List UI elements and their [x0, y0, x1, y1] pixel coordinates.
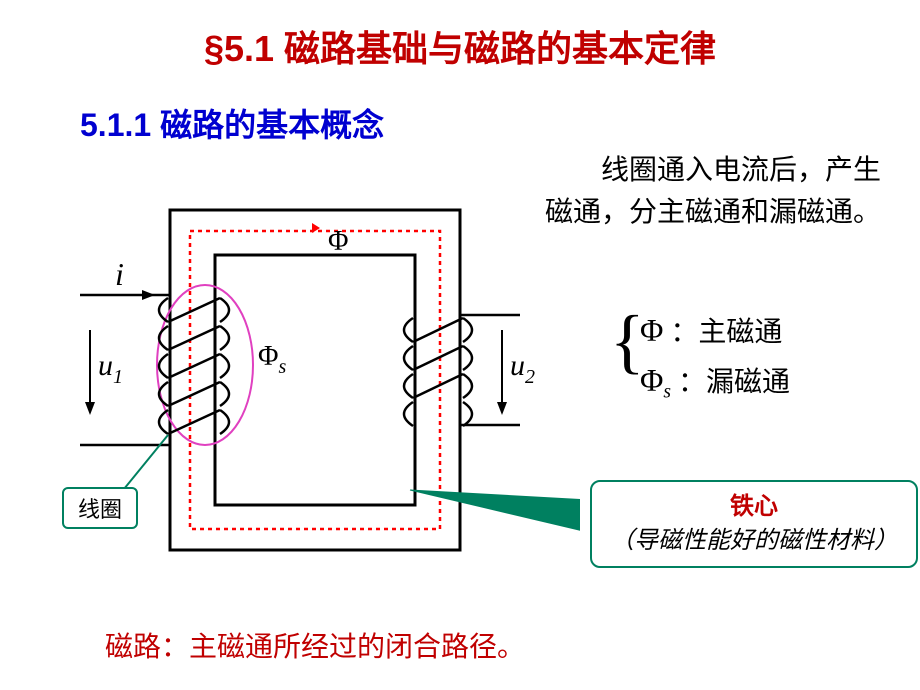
transformer-svg: Φ Φs [60, 190, 580, 590]
legend-main-flux: Φ ：主磁通 [640, 310, 782, 350]
current-i-label: i [115, 256, 124, 292]
u2-arrow-head-icon [497, 402, 507, 415]
coil-callout-box: 线圈 [62, 487, 138, 529]
core-inner [215, 255, 415, 505]
current-arrow-icon [142, 290, 155, 300]
legend-leak-flux: Φs ：漏磁通 [640, 360, 790, 404]
magnetic-path-definition: 磁路：主磁通所经过的闭合路径。 [105, 625, 525, 665]
phi-s-label: Φs [258, 341, 286, 378]
core-subtitle: （导磁性能好的磁性材料） [610, 528, 898, 554]
u2-label: u2 [510, 349, 535, 388]
phi-label: Φ [328, 226, 348, 257]
u1-arrow-head-icon [85, 402, 95, 415]
intro-paragraph: 线圈通入电流后，产生磁通，分主磁通和漏磁通。 [545, 150, 895, 234]
u1-label: u1 [98, 349, 123, 388]
main-flux-path [190, 231, 440, 529]
core-title: 铁心 [730, 493, 778, 520]
core-callout-box: 铁心 （导磁性能好的磁性材料） [590, 480, 918, 568]
subsection-title: 5.1.1 磁路的基本概念 [80, 100, 384, 146]
section-title: §5.1 磁路基础与磁路的基本定律 [0, 20, 920, 72]
